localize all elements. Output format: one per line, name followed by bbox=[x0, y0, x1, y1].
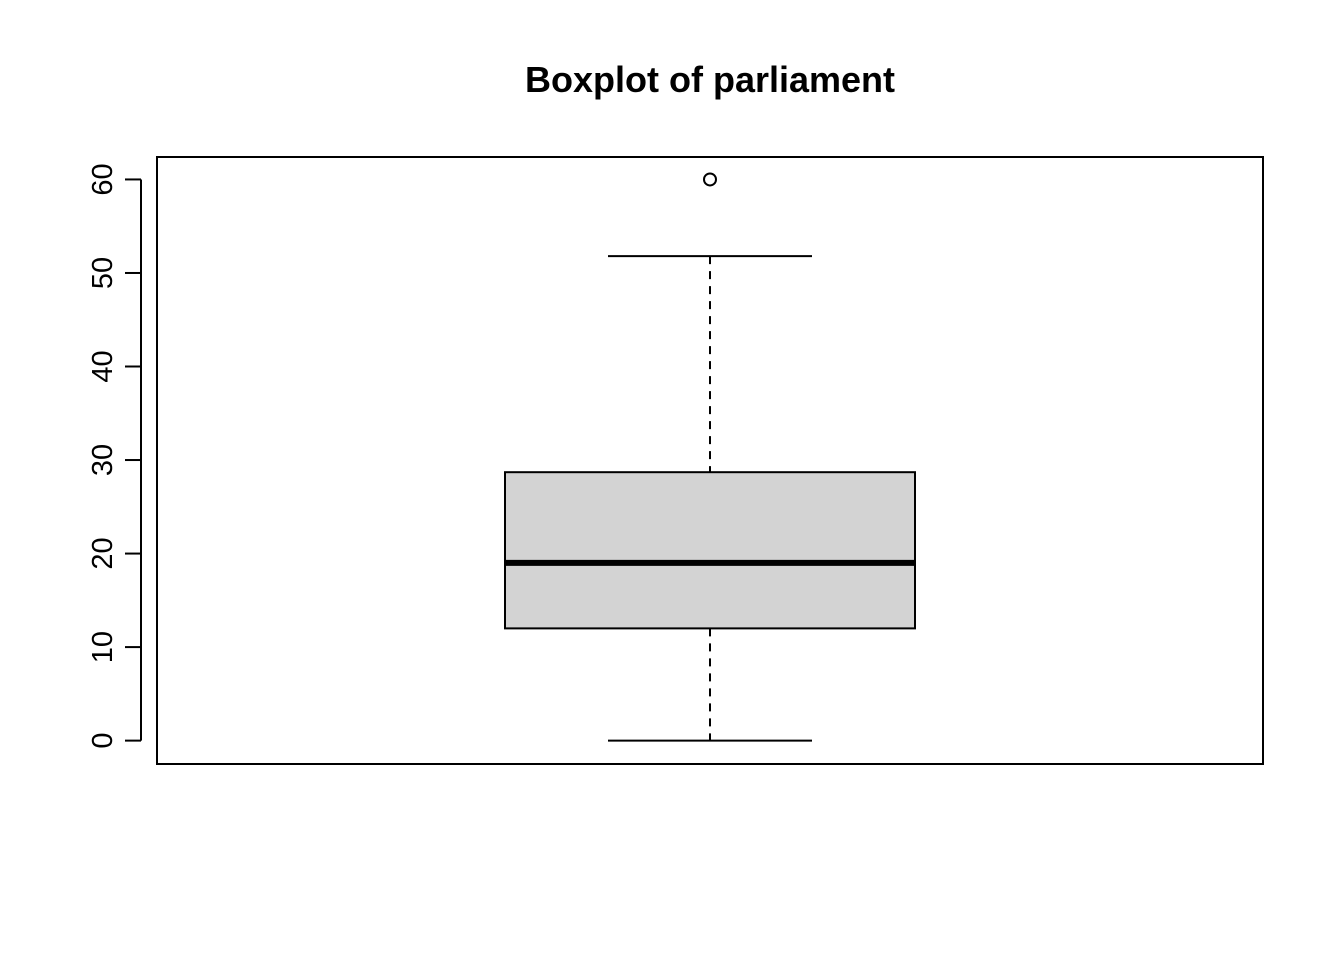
y-tick-label: 20 bbox=[87, 537, 119, 569]
plot-frame bbox=[156, 156, 1264, 765]
outlier-point bbox=[703, 172, 717, 187]
y-tick-label: 30 bbox=[87, 444, 119, 476]
chart-title: Boxplot of parliament bbox=[525, 59, 895, 100]
y-tick-label: 0 bbox=[87, 733, 119, 749]
y-tick-label: 10 bbox=[87, 631, 119, 663]
interquartile-box bbox=[504, 471, 916, 630]
y-axis: 0 10 20 30 40 50 60 bbox=[87, 163, 142, 749]
y-tick-label: 60 bbox=[87, 163, 119, 195]
box-group bbox=[504, 172, 916, 742]
y-tick-label: 40 bbox=[87, 350, 119, 382]
y-tick-label: 50 bbox=[87, 257, 119, 289]
